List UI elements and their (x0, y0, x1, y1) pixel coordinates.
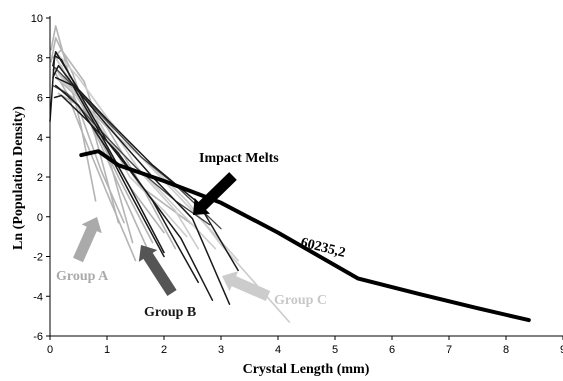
series-line-group-a-16 (54, 72, 137, 262)
x-tick-label: 2 (161, 344, 167, 356)
series-layer (49, 25, 531, 323)
group-c-label: Group C (274, 293, 327, 308)
y-axis-title: Ln (Population Density) (11, 106, 26, 250)
y-tick-label: 6 (37, 93, 43, 105)
series-line-group-a-7 (50, 25, 97, 202)
series-line-group-b-1 (49, 55, 214, 301)
x-tick-label: 7 (446, 344, 452, 356)
series-line-group-a-13 (54, 76, 177, 250)
x-tick-label: 5 (332, 344, 338, 356)
series-line-group-a-8 (50, 37, 120, 224)
y-tick-label: 2 (37, 172, 43, 184)
x-tick-label: 4 (275, 344, 281, 356)
x-tick-label: 9 (560, 344, 563, 356)
impact-melts-arrow (193, 172, 237, 215)
group-a-label: Group A (56, 269, 109, 284)
y-tick-label: -4 (33, 291, 43, 303)
y-tick-label: 0 (37, 212, 43, 224)
series-line-group-b-5 (54, 76, 165, 254)
x-tick-label: 8 (503, 344, 509, 356)
y-tick-label: 8 (37, 53, 43, 65)
group-a-arrow (73, 217, 102, 263)
series-line-60235-2 (79, 149, 531, 323)
arrows-layer (73, 172, 271, 301)
y-tick-label: -2 (33, 252, 43, 264)
group-b-label: Group B (144, 305, 196, 320)
y-tick-label: -6 (33, 331, 43, 343)
series-line-group-a-9 (52, 48, 134, 244)
x-tick-label: 0 (47, 344, 53, 356)
labels-layer: Crystal Length (mm) Ln (Population Densi… (11, 106, 370, 377)
y-tick-label: 10 (31, 13, 43, 25)
series-line-group-impact-22 (52, 84, 211, 226)
series-line-group-impact-23 (52, 65, 222, 230)
series-line-group-b-2 (52, 64, 231, 305)
impact-melts-label: Impact Melts (199, 151, 279, 166)
x-tick-label: 1 (104, 344, 110, 356)
group-c-arrow (222, 271, 271, 301)
x-axis-title: Crystal Length (mm) (243, 362, 370, 377)
series-line-group-b-6 (54, 84, 165, 258)
x-tick-label: 3 (218, 344, 224, 356)
group-b-arrow (138, 245, 177, 296)
y-tick-label: 4 (37, 132, 43, 144)
x-tick-label: 6 (389, 344, 395, 356)
axes-layer: -6 -4 -2 0 2 4 6 8 10 0 1 2 3 4 5 6 7 8 9 (31, 13, 563, 356)
